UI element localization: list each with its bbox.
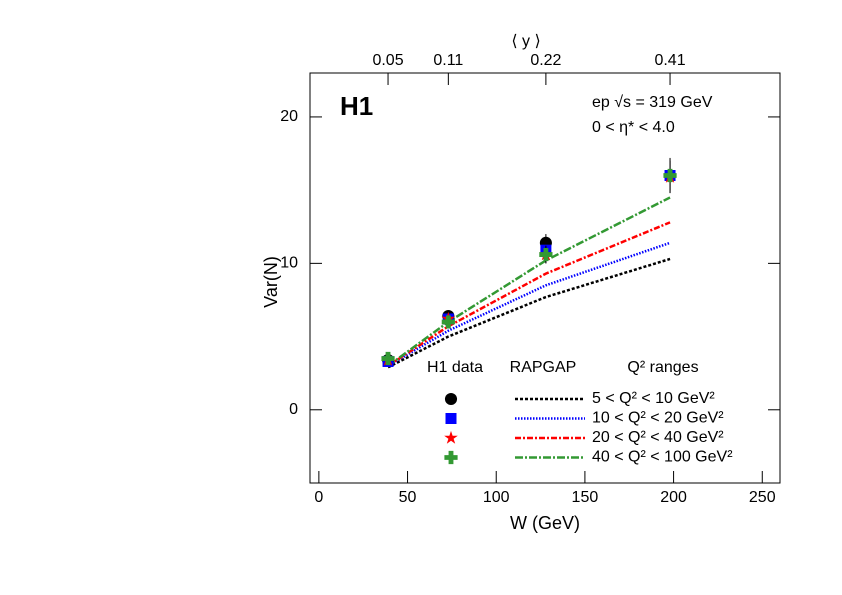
top-tick-label: 0.22 xyxy=(530,52,561,69)
legend-label: 40 < Q² < 100 GeV² xyxy=(592,449,733,466)
rapgap-line xyxy=(387,257,671,369)
y-tick-label: 20 xyxy=(280,108,298,125)
marker xyxy=(663,168,677,183)
y-tick-label: 0 xyxy=(289,401,298,418)
x-tick-label: 200 xyxy=(660,489,687,506)
x-tick-label: 50 xyxy=(399,489,417,506)
legend-marker xyxy=(444,450,458,465)
x-tick-label: 150 xyxy=(572,489,599,506)
top-tick-label: 0.05 xyxy=(372,52,403,69)
rapgap-line xyxy=(387,196,671,367)
legend-header: Q² ranges xyxy=(627,359,698,376)
marker xyxy=(381,351,395,366)
legend-label: 5 < Q² < 10 GeV² xyxy=(592,390,715,407)
legend-marker xyxy=(444,430,458,444)
y-tick-label: 10 xyxy=(280,255,298,272)
experiment-label: H1 xyxy=(340,91,373,121)
top-tick-label: 0.11 xyxy=(433,52,463,69)
top-tick-label: 0.41 xyxy=(654,52,685,69)
legend-header: H1 data xyxy=(427,359,483,376)
legend-label: 20 < Q² < 40 GeV² xyxy=(592,429,724,446)
rapgap-line xyxy=(387,241,671,367)
x-tick-label: 0 xyxy=(314,489,323,506)
top-axis-label: ⟨ y ⟩ xyxy=(511,33,540,50)
legend-header: RAPGAP xyxy=(510,359,577,376)
legend-marker xyxy=(445,413,457,424)
legend-label: 10 < Q² < 20 GeV² xyxy=(592,410,724,427)
marker xyxy=(441,315,455,329)
plot-frame xyxy=(309,72,781,484)
x-tick-label: 100 xyxy=(483,489,510,506)
annotation: ep √s = 319 GeV xyxy=(592,94,713,111)
x-tick-label: 250 xyxy=(749,489,776,506)
annotation: 0 < η* < 4.0 xyxy=(592,119,675,136)
y-axis-label: Var(N) xyxy=(261,256,281,308)
marker xyxy=(539,247,553,262)
x-axis-label: W (GeV) xyxy=(510,513,580,533)
legend-marker xyxy=(444,392,458,406)
rapgap-line xyxy=(387,221,671,367)
